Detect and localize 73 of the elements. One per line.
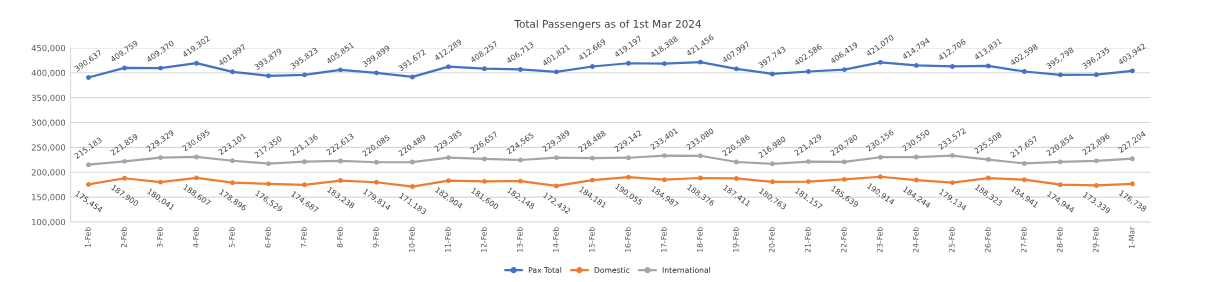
point — [86, 181, 91, 187]
point — [86, 162, 91, 168]
point — [1057, 72, 1063, 78]
point — [554, 155, 559, 161]
point — [374, 70, 379, 76]
point — [661, 177, 667, 183]
point — [1021, 161, 1027, 166]
point — [374, 159, 379, 165]
point — [626, 155, 631, 161]
point — [86, 75, 91, 80]
point — [482, 66, 487, 72]
chart-title: Total Passengers as of 1st Mar 2024 — [514, 19, 701, 30]
point — [877, 59, 883, 65]
point — [985, 157, 991, 162]
point — [590, 64, 595, 69]
point — [769, 179, 775, 185]
point — [1129, 156, 1135, 162]
y-tick-label: 100,000 — [32, 218, 66, 227]
point — [877, 154, 883, 160]
y-tick-label: 300,000 — [31, 119, 66, 127]
y-tick-label: 400,000 — [31, 69, 66, 77]
point — [949, 64, 955, 69]
point — [626, 60, 631, 66]
point — [697, 59, 703, 65]
point — [733, 176, 739, 181]
point — [769, 161, 775, 167]
point — [841, 159, 847, 165]
point — [949, 180, 955, 186]
point — [158, 155, 163, 161]
point — [1021, 69, 1027, 74]
point — [913, 63, 919, 68]
point — [302, 159, 307, 165]
point — [1129, 68, 1135, 74]
point — [482, 178, 487, 184]
point — [1093, 183, 1099, 188]
y-tick-label: 150,000 — [32, 194, 66, 202]
point — [122, 158, 127, 164]
point — [1057, 182, 1063, 188]
point — [230, 158, 235, 164]
point — [230, 69, 235, 75]
point — [446, 178, 451, 184]
point — [446, 64, 451, 70]
point — [697, 153, 703, 159]
point — [410, 184, 415, 189]
point — [805, 69, 811, 74]
point — [661, 153, 667, 159]
point — [626, 174, 631, 180]
point — [122, 175, 127, 181]
y-tick-label: 250,000 — [31, 144, 66, 152]
point — [1057, 159, 1063, 165]
point — [446, 155, 451, 161]
y-tick-label: 450,000 — [31, 44, 66, 53]
point — [841, 67, 847, 73]
y-tick-label: 350,000 — [31, 94, 66, 102]
point — [230, 180, 235, 186]
point — [841, 176, 847, 182]
point — [518, 67, 523, 72]
point — [1093, 72, 1099, 78]
point — [733, 66, 739, 72]
point — [1021, 177, 1027, 183]
point — [805, 159, 811, 164]
point — [661, 61, 667, 67]
y-tick-label: 200,000 — [31, 169, 66, 177]
point — [338, 178, 343, 183]
point — [374, 179, 379, 185]
point — [554, 69, 559, 75]
point — [1093, 158, 1099, 164]
point — [805, 179, 811, 185]
point — [877, 174, 883, 180]
point — [1129, 181, 1135, 187]
point — [949, 153, 955, 158]
point — [266, 161, 271, 167]
point — [302, 182, 307, 188]
